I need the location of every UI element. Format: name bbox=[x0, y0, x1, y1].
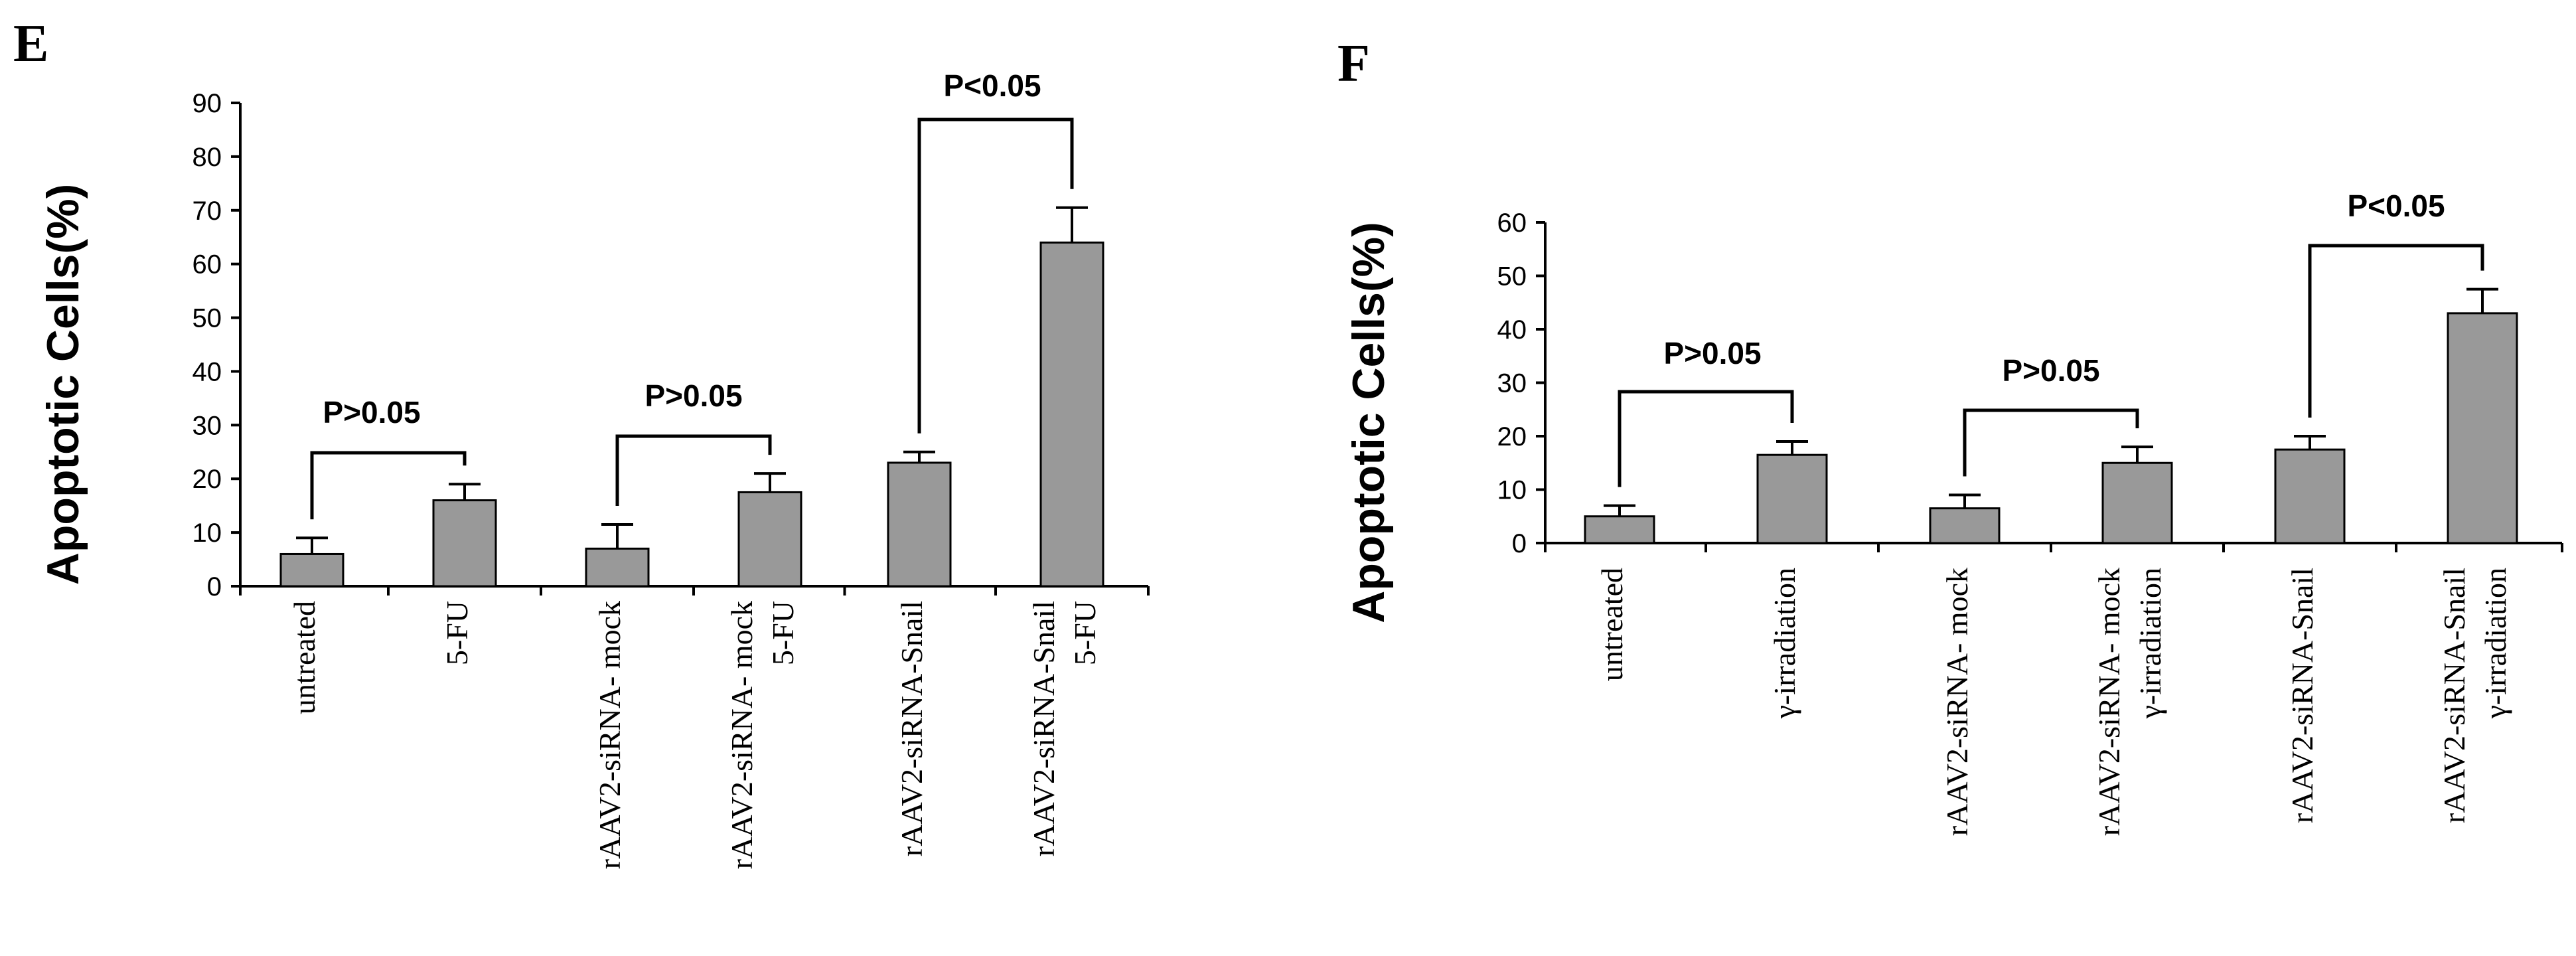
y-tick-label: 20 bbox=[1497, 422, 1527, 451]
p-value-label: P<0.05 bbox=[2347, 189, 2445, 223]
y-tick-label: 10 bbox=[1497, 476, 1527, 505]
y-tick-label: 10 bbox=[192, 518, 222, 548]
category-label: 5-FU bbox=[766, 601, 800, 665]
significance-bracket bbox=[1618, 390, 1794, 487]
bar bbox=[279, 552, 344, 588]
bar bbox=[2274, 448, 2346, 544]
y-tick-label: 90 bbox=[192, 89, 222, 118]
bar bbox=[887, 461, 952, 588]
category-label: rAAV2-siRNA- mock bbox=[725, 601, 759, 869]
y-tick-label: 50 bbox=[192, 304, 222, 333]
bar bbox=[2447, 312, 2518, 544]
category-label: γ-irradiation bbox=[2478, 568, 2512, 719]
category-label: γ-irradiation bbox=[2133, 568, 2167, 719]
category-label: rAAV2-siRNA- mock bbox=[1940, 568, 1974, 836]
significance-bracket bbox=[615, 434, 772, 506]
y-tick-label: 30 bbox=[1497, 369, 1527, 398]
y-tick-label: 40 bbox=[1497, 315, 1527, 345]
category-label: rAAV2-siRNA-Snail bbox=[895, 601, 929, 856]
category-label: rAAV2-siRNA-Snail bbox=[2285, 568, 2319, 823]
bar bbox=[1756, 453, 1828, 544]
panel-label: E bbox=[13, 15, 48, 73]
bar bbox=[1929, 507, 2001, 544]
category-label: rAAV2-siRNA- mock bbox=[2092, 568, 2126, 836]
category-label: untreated bbox=[287, 601, 321, 714]
p-value-label: P<0.05 bbox=[943, 68, 1041, 103]
significance-bracket bbox=[2308, 244, 2484, 418]
bar bbox=[737, 491, 802, 588]
y-tick-label: 40 bbox=[192, 357, 222, 386]
p-value-label: P>0.05 bbox=[1663, 336, 1761, 370]
p-value-label: P>0.05 bbox=[2002, 353, 2099, 388]
p-value-label: P>0.05 bbox=[644, 378, 742, 413]
panel-label: F bbox=[1337, 35, 1370, 93]
category-label: untreated bbox=[1595, 568, 1629, 681]
category-label: rAAV2-siRNA- mock bbox=[593, 601, 627, 869]
y-axis-title: Apoptotic Cells(%) bbox=[1343, 222, 1394, 623]
category-label: 5-FU bbox=[1068, 601, 1102, 665]
bar bbox=[2101, 461, 2173, 544]
category-label: γ-irradiation bbox=[1768, 568, 1801, 719]
category-label: rAAV2-siRNA-Snail bbox=[1027, 601, 1061, 856]
y-tick-label: 30 bbox=[192, 411, 222, 440]
y-tick-label: 0 bbox=[1512, 529, 1527, 558]
bar bbox=[1039, 241, 1104, 588]
significance-bracket bbox=[917, 118, 1074, 434]
bar bbox=[585, 547, 650, 588]
category-label: 5-FU bbox=[440, 601, 474, 665]
y-axis-title: Apoptotic Cells(%) bbox=[38, 184, 88, 585]
y-tick-label: 50 bbox=[1497, 262, 1527, 291]
y-tick-label: 60 bbox=[1497, 208, 1527, 238]
significance-bracket bbox=[310, 451, 467, 520]
significance-bracket bbox=[1963, 408, 2139, 477]
y-tick-label: 60 bbox=[192, 250, 222, 279]
bar bbox=[432, 499, 497, 588]
y-tick-label: 70 bbox=[192, 197, 222, 226]
y-tick-label: 80 bbox=[192, 143, 222, 172]
p-value-label: P>0.05 bbox=[323, 395, 420, 430]
y-tick-label: 0 bbox=[207, 572, 222, 601]
category-label: rAAV2-siRNA-Snail bbox=[2437, 568, 2471, 823]
y-tick-label: 20 bbox=[192, 465, 222, 494]
bar bbox=[1584, 515, 1655, 544]
